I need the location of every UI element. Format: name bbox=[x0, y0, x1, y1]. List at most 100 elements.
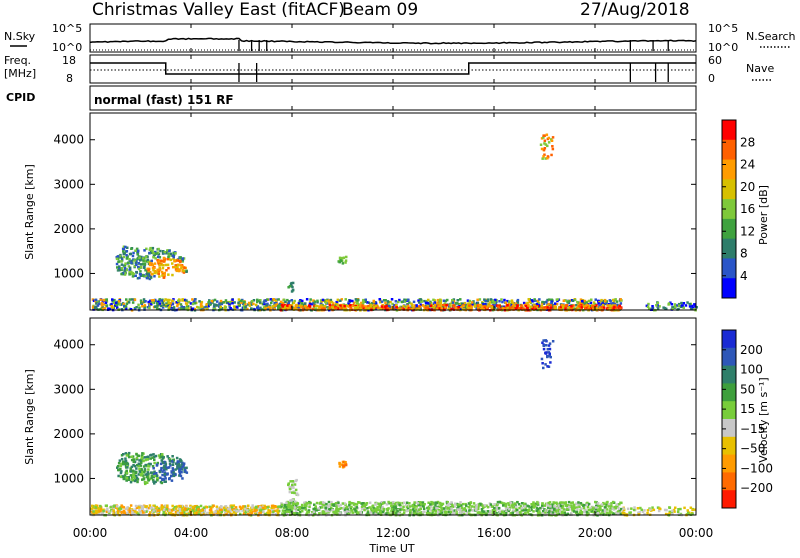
scatter-cell bbox=[191, 505, 195, 509]
scatter-cell bbox=[113, 304, 117, 308]
scatter-cell bbox=[343, 506, 346, 509]
scatter-cell bbox=[517, 511, 520, 514]
scatter-cell bbox=[343, 304, 346, 308]
scatter-cell bbox=[371, 505, 374, 509]
scatter-cell bbox=[136, 250, 139, 254]
scatter-cell bbox=[298, 507, 302, 511]
scatter-cell bbox=[147, 260, 150, 264]
scatter-cell bbox=[314, 307, 317, 310]
scatter-cell bbox=[232, 507, 236, 511]
scatter-cell bbox=[488, 304, 492, 307]
scatter-cell bbox=[228, 305, 231, 308]
scatter-cell bbox=[461, 502, 465, 506]
scatter-cell bbox=[354, 509, 357, 513]
scatter-cell bbox=[223, 508, 226, 512]
scatter-cell bbox=[176, 259, 179, 262]
scatter-cell bbox=[365, 502, 369, 505]
scatter-cell bbox=[549, 306, 552, 310]
scatter-cell bbox=[224, 306, 228, 309]
scatter-cell bbox=[421, 513, 424, 516]
scatter-cell bbox=[160, 504, 164, 507]
scatter-cell bbox=[541, 502, 544, 505]
scatter-cell bbox=[291, 281, 295, 285]
scatter-cell bbox=[351, 502, 354, 505]
scatter-cell bbox=[373, 305, 376, 309]
scatter-cell bbox=[354, 506, 357, 509]
scatter-cell bbox=[136, 253, 139, 256]
scatter-cell bbox=[347, 512, 351, 516]
scatter-cell bbox=[551, 304, 554, 307]
scatter-cell bbox=[542, 347, 546, 351]
scatter-cell bbox=[317, 507, 320, 510]
scatter-cell bbox=[532, 510, 535, 513]
scatter-cell bbox=[146, 458, 149, 461]
scatter-cell bbox=[598, 304, 601, 308]
scatter-cell bbox=[662, 306, 665, 309]
scatter-cell bbox=[238, 505, 242, 509]
scatter-cell bbox=[382, 299, 386, 302]
scatter-cell bbox=[327, 500, 331, 504]
scatter-cell bbox=[138, 306, 141, 309]
scatter-cell bbox=[599, 506, 602, 509]
scatter-cell bbox=[401, 508, 404, 511]
scatter-cell bbox=[147, 269, 150, 273]
scatter-cell bbox=[154, 507, 158, 510]
scatter-cell bbox=[540, 304, 544, 308]
scatter-cell bbox=[665, 307, 668, 311]
scatter-cell bbox=[541, 306, 545, 309]
scatter-cell bbox=[468, 509, 471, 512]
scatter-cell bbox=[214, 510, 217, 513]
scatter-cell bbox=[286, 307, 290, 310]
scatter-cell bbox=[176, 264, 179, 267]
scatter-cell bbox=[308, 505, 311, 509]
scatter-cell bbox=[379, 301, 382, 304]
scatter-cell bbox=[140, 301, 143, 305]
scatter-cell bbox=[405, 509, 408, 513]
scatter-cell bbox=[491, 508, 495, 512]
scatter-cell bbox=[570, 512, 573, 515]
scatter-cell bbox=[323, 307, 326, 311]
scatter-cell bbox=[165, 269, 168, 272]
scatter-cell bbox=[171, 504, 174, 508]
scatter-cell bbox=[240, 301, 243, 304]
scatter-cell bbox=[543, 301, 546, 304]
scatter-cell bbox=[429, 304, 433, 307]
scatter-cell bbox=[256, 298, 259, 302]
scatter-cell bbox=[695, 306, 698, 309]
scatter-cell bbox=[688, 302, 691, 306]
scatter-cell bbox=[162, 276, 166, 279]
scatter-cell bbox=[584, 508, 587, 512]
scatter-cell bbox=[120, 267, 124, 270]
scatter-cell bbox=[219, 308, 222, 311]
scatter-cell bbox=[502, 502, 506, 506]
scatter-cell bbox=[135, 247, 139, 251]
scatter-cell bbox=[543, 142, 546, 145]
scatter-cell bbox=[613, 302, 616, 306]
scatter-cell bbox=[131, 478, 134, 481]
scatter-cell bbox=[484, 299, 487, 303]
scatter-cell bbox=[434, 509, 437, 513]
scatter-cell bbox=[183, 507, 187, 510]
y-tick-label: 2000 bbox=[53, 222, 84, 236]
scatter-cell bbox=[511, 305, 514, 309]
scatter-cell bbox=[460, 303, 464, 307]
x-tick-label: 04:00 bbox=[174, 526, 209, 540]
scatter-cell bbox=[207, 304, 210, 308]
cpid-value: normal (fast) 151 RF bbox=[94, 93, 234, 107]
scatter-cell bbox=[259, 505, 262, 509]
scatter-cell bbox=[533, 502, 536, 505]
scatter-cell bbox=[415, 505, 418, 508]
scatter-cell bbox=[243, 505, 246, 508]
scatter-cell bbox=[179, 474, 183, 478]
scatter-cell bbox=[314, 304, 318, 307]
scatter-cell bbox=[534, 307, 537, 311]
scatter-cell bbox=[309, 298, 312, 301]
scatter-cell bbox=[95, 305, 98, 308]
scatter-cell bbox=[646, 509, 650, 512]
scatter-cell bbox=[145, 276, 149, 280]
scatter-cell bbox=[426, 306, 429, 309]
scatter-cell bbox=[651, 306, 655, 310]
scatter-cell bbox=[485, 504, 488, 507]
scatter-cell bbox=[580, 306, 583, 309]
scatter-cell bbox=[538, 510, 541, 513]
